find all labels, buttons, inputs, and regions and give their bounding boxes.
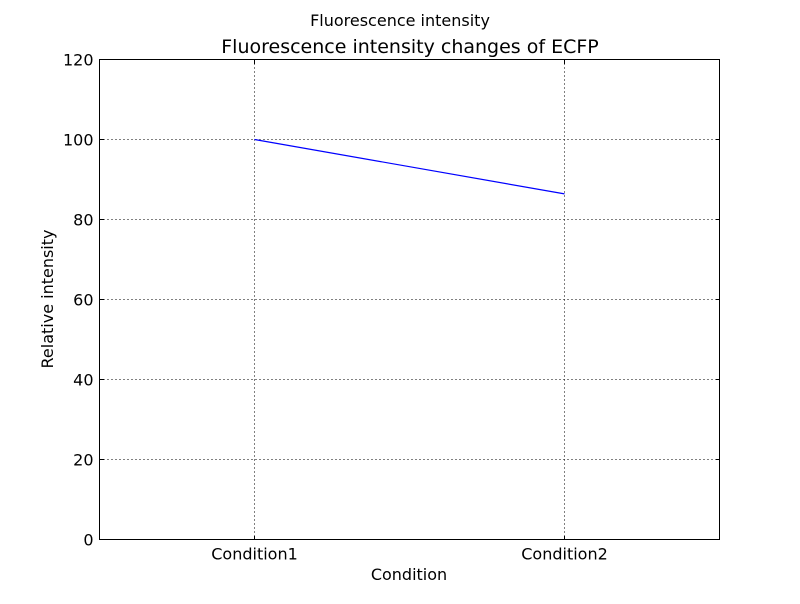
y-tick-label: 0 — [83, 531, 93, 550]
y-axis-label: Relative intensity — [38, 230, 57, 369]
plot-frame — [99, 59, 720, 540]
chart-title: Fluorescence intensity changes of ECFP — [221, 36, 599, 58]
y-tick-label: 40 — [73, 371, 93, 390]
y-tick-label: 60 — [73, 291, 93, 310]
y-tick-label: 80 — [73, 211, 93, 230]
x-tick-label: Condition1 — [211, 545, 298, 564]
y-tick-label: 20 — [73, 451, 93, 470]
figure-suptitle: Fluorescence intensity — [310, 11, 490, 30]
y-tick-label: 100 — [63, 131, 94, 150]
x-tick-label: Condition2 — [521, 545, 608, 564]
x-axis-label: Condition — [371, 565, 447, 584]
series-line — [254, 138, 565, 195]
y-tick-label: 120 — [63, 51, 94, 70]
